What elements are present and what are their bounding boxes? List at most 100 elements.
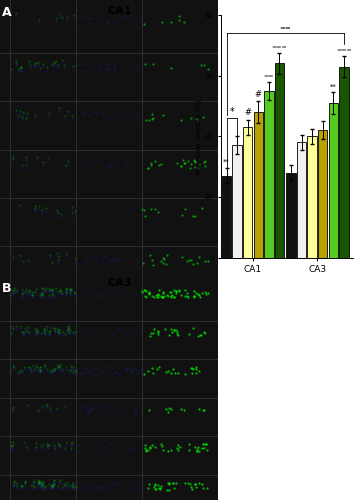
Point xyxy=(40,479,46,487)
Point xyxy=(148,330,154,338)
Point xyxy=(117,112,122,120)
Point xyxy=(10,324,16,332)
Point xyxy=(36,479,42,487)
Point xyxy=(201,328,207,336)
Point xyxy=(125,66,131,74)
Point xyxy=(201,444,207,452)
Point xyxy=(104,408,110,416)
Point xyxy=(137,68,142,76)
Point xyxy=(17,323,23,331)
Point xyxy=(7,438,13,446)
Point xyxy=(146,480,152,488)
Point xyxy=(30,293,35,301)
Point xyxy=(15,114,21,122)
Point xyxy=(62,330,68,338)
Point xyxy=(44,204,49,212)
Point xyxy=(35,327,40,335)
Point xyxy=(111,480,116,488)
Point xyxy=(156,162,162,170)
Point xyxy=(17,366,23,374)
Point xyxy=(24,112,30,120)
Point xyxy=(36,16,42,24)
Point xyxy=(139,288,145,296)
Point xyxy=(143,446,149,454)
Point xyxy=(107,256,112,264)
Point xyxy=(164,252,170,260)
Point xyxy=(28,366,34,374)
Point xyxy=(49,366,55,374)
Point xyxy=(84,330,90,338)
Point xyxy=(108,64,113,72)
Point xyxy=(112,368,118,376)
Point xyxy=(63,161,69,169)
Point xyxy=(32,202,38,210)
Point xyxy=(20,290,25,298)
Point xyxy=(43,484,48,492)
Point xyxy=(93,109,99,117)
Point xyxy=(82,290,88,298)
Point xyxy=(26,286,32,294)
Point xyxy=(125,161,130,169)
Point xyxy=(135,403,141,411)
Point xyxy=(68,442,74,450)
Point xyxy=(69,480,75,488)
Point xyxy=(78,12,83,20)
Point xyxy=(40,286,46,294)
Point xyxy=(66,368,72,376)
Point xyxy=(121,294,126,302)
Point xyxy=(59,213,64,221)
Point xyxy=(13,8,19,16)
Point xyxy=(83,60,88,68)
Bar xyxy=(233,146,242,258)
Point xyxy=(168,18,174,25)
Point xyxy=(110,330,115,338)
Point xyxy=(186,256,192,264)
Point xyxy=(125,206,130,214)
Point xyxy=(37,291,42,299)
Point xyxy=(17,107,23,115)
Point xyxy=(44,367,50,375)
Point xyxy=(112,63,118,71)
Point xyxy=(129,331,135,339)
Point xyxy=(148,332,153,340)
Point xyxy=(98,156,104,164)
Point xyxy=(147,290,152,298)
Point xyxy=(116,162,121,170)
Point xyxy=(145,446,151,454)
Bar xyxy=(297,142,306,258)
Point xyxy=(165,291,170,299)
Point xyxy=(96,292,101,300)
Point xyxy=(54,252,59,260)
Point xyxy=(199,480,205,488)
Point xyxy=(89,366,95,374)
Point xyxy=(70,485,75,493)
Point xyxy=(82,286,88,294)
Point xyxy=(23,116,29,124)
Point xyxy=(57,326,63,334)
Point xyxy=(134,204,139,212)
Point xyxy=(62,116,68,124)
Point xyxy=(36,19,42,27)
Point xyxy=(17,64,23,72)
Point xyxy=(159,442,165,450)
Point xyxy=(78,329,84,337)
Point xyxy=(56,108,62,116)
Point xyxy=(94,482,99,490)
Point xyxy=(160,259,166,267)
Point xyxy=(59,59,64,67)
Point xyxy=(24,329,29,337)
Point xyxy=(196,406,202,413)
Point xyxy=(185,294,191,302)
Point xyxy=(63,288,69,296)
Point xyxy=(139,364,145,372)
Point xyxy=(104,447,109,455)
Point xyxy=(152,294,157,302)
Point xyxy=(158,440,164,448)
Point xyxy=(35,482,41,490)
Point xyxy=(50,291,56,299)
Point xyxy=(117,442,123,450)
Point xyxy=(103,363,109,371)
Point xyxy=(49,484,55,492)
Point xyxy=(70,370,75,378)
Point xyxy=(35,153,40,161)
